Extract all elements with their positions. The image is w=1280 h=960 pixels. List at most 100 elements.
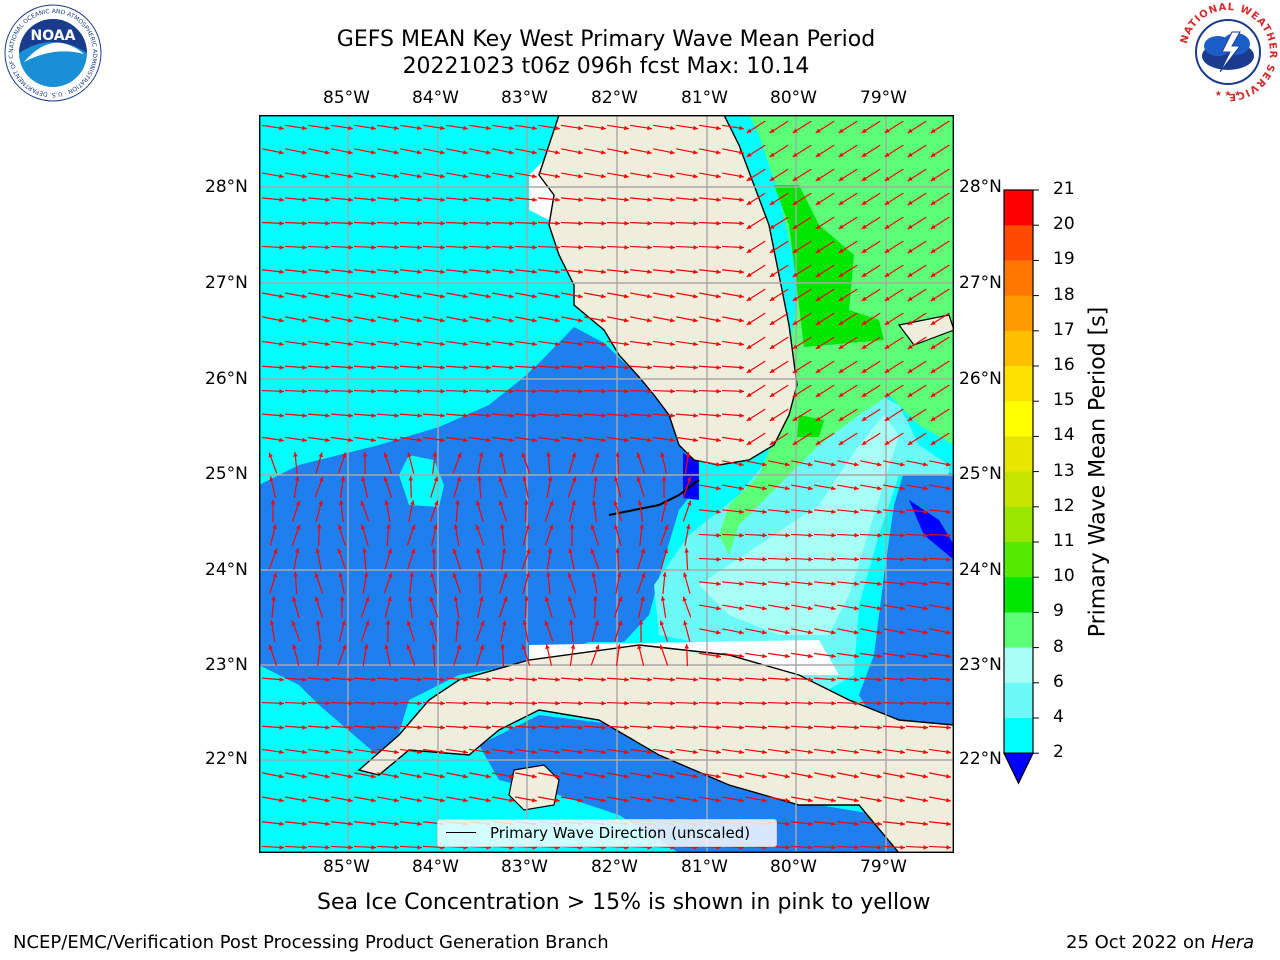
- wave-direction-arrow: [468, 245, 492, 250]
- wave-direction-arrow: [423, 436, 445, 443]
- wave-direction-arrow: [468, 413, 492, 418]
- wave-direction-arrow: [308, 148, 330, 155]
- wave-direction-arrow: [629, 677, 653, 682]
- wave-direction-arrow: [791, 581, 813, 586]
- wave-direction-arrow: [353, 221, 377, 226]
- wave-direction-arrow: [769, 216, 789, 230]
- lon-label-bottom: 83°W: [501, 857, 548, 877]
- wave-direction-arrow: [423, 796, 445, 803]
- wave-direction-arrow: [769, 432, 789, 446]
- wave-direction-arrow: [676, 772, 698, 779]
- wave-direction-arrow: [630, 772, 652, 779]
- wave-direction-arrow: [722, 316, 744, 323]
- wave-direction-arrow: [676, 269, 698, 275]
- plot-title: GEFS MEAN Key West Primary Wave Mean Per…: [336, 27, 876, 52]
- wave-direction-arrow: [429, 500, 439, 522]
- wave-direction-arrow: [338, 572, 345, 594]
- wave-direction-arrow: [315, 500, 323, 522]
- colorbar-segment: [1004, 330, 1033, 367]
- wave-direction-arrow: [745, 484, 767, 491]
- wave-direction-arrow: [769, 360, 789, 374]
- lon-label-top: 83°W: [501, 88, 548, 108]
- wave-direction-arrow: [744, 700, 768, 706]
- wave-direction-arrow: [630, 269, 652, 275]
- wave-direction-arrow: [813, 557, 837, 562]
- wave-direction-arrow: [813, 533, 837, 538]
- wave-direction-arrow: [907, 216, 927, 230]
- wave-direction-arrow: [675, 197, 699, 202]
- wave-direction-arrow: [699, 484, 721, 491]
- wave-direction-arrow: [400, 340, 422, 347]
- wave-direction-arrow: [284, 197, 308, 202]
- wave-direction-arrow: [837, 748, 859, 755]
- wave-direction-arrow: [314, 572, 324, 594]
- wave-direction-arrow: [883, 821, 905, 827]
- wave-direction-arrow: [308, 124, 330, 131]
- wave-direction-arrow: [308, 172, 330, 179]
- wave-direction-arrow: [561, 269, 583, 275]
- wave-direction-arrow: [653, 124, 675, 131]
- lon-label-bottom: 80°W: [770, 857, 817, 877]
- wave-direction-arrow: [315, 548, 322, 570]
- wave-direction-arrow: [636, 452, 646, 474]
- wave-direction-arrow: [815, 336, 835, 350]
- wave-direction-arrow: [606, 700, 630, 706]
- wave-direction-arrow: [790, 725, 814, 730]
- wave-direction-arrow: [929, 509, 951, 514]
- wave-direction-arrow: [384, 596, 392, 618]
- wave-direction-arrow: [838, 360, 858, 374]
- colorbar-tick-label: 13: [1053, 460, 1075, 481]
- wave-direction-arrow: [376, 677, 400, 682]
- wave-direction-arrow: [376, 365, 400, 370]
- lat-label-right: 28°N: [959, 177, 1002, 197]
- wave-direction-arrow: [661, 475, 667, 499]
- wave-direction-arrow: [930, 144, 950, 158]
- wave-direction-arrow: [521, 548, 531, 570]
- wave-direction-arrow: [446, 292, 468, 299]
- wave-direction-arrow: [544, 596, 553, 618]
- wave-direction-arrow: [292, 644, 300, 666]
- wave-direction-arrow: [537, 365, 561, 370]
- lat-label-left: 24°N: [205, 560, 248, 580]
- wave-direction-arrow: [884, 216, 904, 230]
- wave-direction-arrow: [613, 596, 623, 618]
- wave-direction-arrow: [261, 700, 285, 706]
- wave-direction-arrow: [561, 316, 583, 323]
- wave-direction-arrow: [721, 677, 745, 682]
- wave-direction-arrow: [284, 725, 308, 730]
- wave-direction-arrow: [906, 796, 928, 803]
- wave-direction-arrow: [907, 192, 927, 206]
- wave-direction-arrow: [722, 292, 744, 299]
- wave-direction-arrow: [492, 269, 514, 275]
- wave-direction-arrow: [469, 124, 491, 131]
- wave-direction-arrow: [522, 572, 530, 594]
- wave-direction-arrow: [445, 413, 469, 418]
- wave-direction-arrow: [905, 700, 929, 706]
- wave-direction-arrow: [285, 148, 307, 155]
- wave-direction-arrow: [584, 172, 606, 179]
- wave-direction-arrow: [699, 652, 721, 659]
- wave-direction-arrow: [884, 240, 904, 254]
- wave-direction-arrow: [338, 620, 346, 642]
- period-0-2-region: [909, 500, 954, 560]
- wave-direction-arrow: [330, 700, 354, 706]
- wave-direction-arrow: [859, 845, 883, 850]
- wave-direction-arrow: [492, 172, 514, 179]
- wave-direction-arrow: [492, 316, 514, 323]
- wave-direction-arrow: [746, 192, 766, 206]
- wave-direction-arrow: [544, 620, 554, 642]
- wave-direction-arrow: [790, 557, 814, 562]
- wave-direction-arrow: [285, 340, 307, 347]
- wave-direction-arrow: [699, 628, 721, 635]
- wave-direction-arrow: [745, 772, 767, 779]
- wave-direction-arrow: [630, 172, 652, 179]
- wave-direction-arrow: [407, 548, 416, 570]
- wave-direction-arrow: [930, 336, 950, 350]
- wave-direction-arrow: [354, 292, 376, 299]
- wave-direction-arrow: [884, 288, 904, 302]
- wave-direction-arrow: [469, 316, 491, 323]
- wave-direction-arrow: [884, 312, 904, 326]
- wave-direction-arrow: [469, 340, 491, 347]
- wave-direction-arrow: [537, 245, 561, 250]
- wave-direction-arrow: [353, 388, 377, 394]
